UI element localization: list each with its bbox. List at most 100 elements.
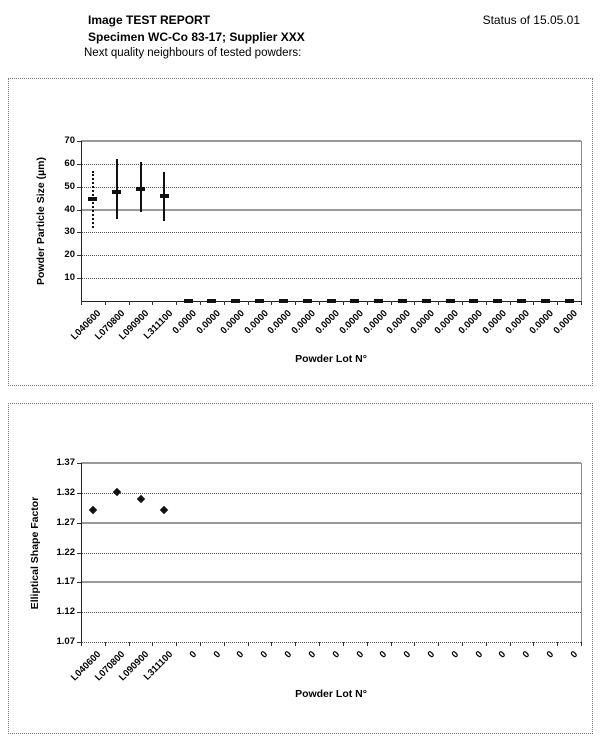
x-axis-line: [81, 642, 581, 643]
y-axis-tick: [77, 642, 81, 643]
y-gridline-dotted: [81, 612, 581, 614]
data-marker-dash: [231, 299, 241, 303]
data-marker-dash: [516, 299, 526, 303]
x-axis-tick: [414, 301, 416, 305]
x-axis-tick: [557, 642, 559, 646]
x-category-label: 0: [568, 649, 580, 661]
data-marker-dash: [159, 193, 169, 198]
y-tick-label: 60: [64, 157, 75, 169]
data-marker-dash: [374, 299, 384, 303]
y-axis-line: [81, 141, 82, 301]
x-axis-tick: [390, 301, 392, 305]
x-category-label: 0.0000: [408, 308, 438, 337]
x-category-label: 0.0000: [242, 308, 271, 337]
status-date: Status of 15.05.01: [482, 13, 580, 27]
y-tick-label: 1.22: [56, 546, 76, 558]
x-category-label: 0.0000: [194, 308, 223, 337]
y-axis-tick: [77, 612, 81, 614]
x-category-label: 0.0000: [313, 308, 342, 337]
x-axis-tick: [557, 301, 559, 305]
x-category-label: 0.0000: [480, 308, 509, 337]
x-category-label: 0.0000: [384, 308, 414, 337]
data-marker-dash: [540, 299, 550, 303]
data-marker-dash: [326, 299, 336, 303]
x-category-label: 0: [282, 649, 295, 661]
x-category-label: 0: [520, 649, 533, 661]
shape-factor-plot-area: 1.07 1.12 1.17 1.22 1.27 1.32 1.37 L040600 L0708…: [9, 404, 592, 733]
x-category-label: 0: [473, 649, 485, 661]
y-gridline-solid: [81, 581, 581, 584]
y-tick-label: 1.17: [56, 576, 76, 588]
x-axis-tick: [104, 301, 106, 305]
x-category-label: 0.0000: [337, 308, 366, 337]
x-axis-tick: [295, 301, 297, 305]
y-axis-tick: [77, 492, 81, 494]
x-category-label: 0.0000: [170, 308, 199, 337]
x-category-label: 0.0000: [289, 308, 318, 337]
data-marker-diamond: [136, 494, 145, 504]
y-gridline-dotted: [81, 552, 581, 554]
x-category-label: 0: [401, 649, 414, 661]
subtitle-line: Next quality neighbours of tested powder…: [84, 47, 302, 59]
x-axis-tick: [509, 642, 511, 646]
x-category-label: 0.0000: [503, 308, 533, 337]
y-gridline-dotted: [81, 232, 581, 234]
y-tick-label: 50: [64, 180, 75, 192]
x-axis-tick: [295, 642, 297, 646]
y-axis-tick: [77, 186, 81, 188]
x-axis-tick: [152, 642, 154, 646]
x-axis-tick: [509, 301, 511, 305]
data-marker-dash: [207, 299, 217, 303]
x-axis-tick: [104, 642, 106, 646]
x-axis-tick: [176, 301, 178, 305]
x-axis-tick: [533, 301, 535, 305]
x-category-label: 0: [306, 649, 318, 661]
x-axis-tick: [414, 642, 416, 646]
x-category-label: 0.0000: [527, 308, 557, 337]
y-axis-tick: [77, 141, 81, 142]
data-marker-dash: [278, 299, 288, 303]
y-axis-tick: [77, 232, 81, 234]
y-tick-label: 1.27: [56, 516, 76, 528]
y-axis-line: [81, 463, 82, 642]
x-category-label: 0.0000: [551, 308, 580, 337]
x-axis-tick: [319, 301, 321, 305]
x-axis-tick: [366, 642, 368, 646]
data-marker-dash: [350, 299, 360, 303]
x-axis-tick: [223, 301, 225, 305]
data-marker-diamond: [160, 505, 169, 515]
x-category-label: 0.0000: [265, 308, 295, 337]
x-axis-tick: [128, 301, 130, 305]
x-axis-tick: [461, 642, 463, 646]
y-tick-label: 40: [64, 203, 75, 215]
data-marker-diamond: [88, 505, 98, 514]
x-category-label: 0: [330, 649, 342, 661]
particle-size-chart: Powder Particle Size (µm) 10 20 30 40 50 60 70…: [8, 78, 593, 386]
shape-factor-chart: Elliptical Shape Factor 1.07 1.12 1.17 1.22…: [8, 403, 593, 734]
x-category-label: 0.0000: [456, 308, 485, 337]
y-tick-label: 20: [64, 249, 75, 261]
y-axis-tick: [77, 552, 81, 554]
y-tick-label: 30: [64, 226, 75, 238]
error-bar: [115, 159, 118, 219]
shape-factor-x-axis-title: Powder Lot N°: [295, 688, 367, 700]
y-tick-label: 1.37: [56, 457, 76, 468]
x-axis-tick: [461, 301, 463, 305]
x-axis-tick: [81, 642, 82, 646]
y-gridline-dotted: [81, 255, 581, 257]
x-axis-tick: [176, 642, 178, 646]
x-axis-tick: [200, 301, 202, 305]
x-category-label: 0: [496, 649, 509, 661]
y-axis-tick: [77, 582, 81, 584]
x-category-label: 0: [354, 649, 366, 661]
x-axis-tick: [581, 301, 582, 305]
y-gridline-solid: [81, 208, 581, 211]
x-axis-tick: [342, 642, 344, 646]
x-axis-tick: [342, 301, 344, 305]
x-category-label: 0: [235, 649, 247, 661]
data-marker-dash: [88, 197, 98, 202]
x-axis-tick: [152, 301, 154, 305]
x-axis-tick: [438, 301, 440, 305]
data-marker-dash: [397, 299, 407, 303]
data-marker-dash: [493, 299, 503, 303]
